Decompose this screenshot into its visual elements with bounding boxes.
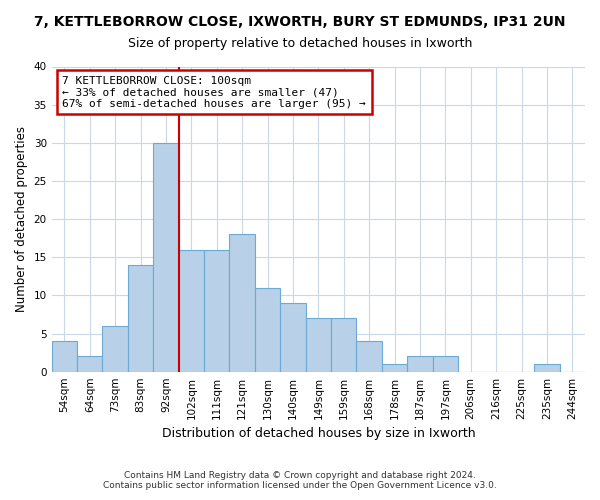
Bar [103, 326, 128, 372]
Text: Contains HM Land Registry data © Crown copyright and database right 2024.
Contai: Contains HM Land Registry data © Crown c… [103, 470, 497, 490]
Bar [179, 250, 204, 372]
Bar [77, 356, 103, 372]
Bar [356, 341, 382, 372]
Text: 7 KETTLEBORROW CLOSE: 100sqm
← 33% of detached houses are smaller (47)
67% of se: 7 KETTLEBORROW CLOSE: 100sqm ← 33% of de… [62, 76, 366, 109]
Text: 7, KETTLEBORROW CLOSE, IXWORTH, BURY ST EDMUNDS, IP31 2UN: 7, KETTLEBORROW CLOSE, IXWORTH, BURY ST … [34, 15, 566, 29]
Bar [331, 318, 356, 372]
Bar [128, 265, 153, 372]
Bar [255, 288, 280, 372]
Bar [280, 303, 305, 372]
Bar [229, 234, 255, 372]
Bar [204, 250, 229, 372]
X-axis label: Distribution of detached houses by size in Ixworth: Distribution of detached houses by size … [161, 427, 475, 440]
Bar [52, 341, 77, 372]
Bar [407, 356, 433, 372]
Bar [153, 143, 179, 372]
Bar [305, 318, 331, 372]
Y-axis label: Number of detached properties: Number of detached properties [15, 126, 28, 312]
Bar [433, 356, 458, 372]
Bar [382, 364, 407, 372]
Bar [534, 364, 560, 372]
Text: Size of property relative to detached houses in Ixworth: Size of property relative to detached ho… [128, 38, 472, 51]
